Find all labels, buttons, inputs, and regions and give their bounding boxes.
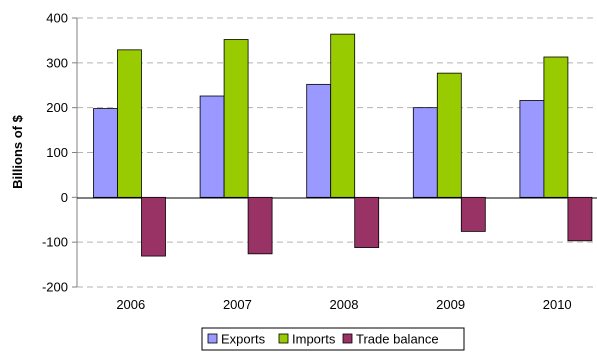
bar-exports-2009 — [412, 107, 438, 198]
x-tick-label: 2006 — [116, 297, 145, 312]
y-tick-label: 0 — [61, 190, 68, 205]
bar-trade-balance-2006 — [141, 196, 166, 257]
y-tick-label: 400 — [46, 11, 68, 26]
y-axis-title: Billions of $ — [10, 114, 25, 188]
legend-swatch-exports — [207, 333, 218, 344]
legend-label-exports: Exports — [221, 332, 266, 347]
bar-exports-2008 — [306, 83, 332, 198]
bar-trade-balance-2010 — [567, 196, 593, 242]
legend-label-imports: Imports — [292, 332, 336, 347]
x-tick-label: 2007 — [223, 297, 252, 312]
y-axis-ticks: 400 300 200 100 0 -100 -200 — [42, 11, 77, 295]
y-tick-label: 100 — [46, 145, 68, 160]
bar-imports-2006 — [117, 49, 142, 198]
bar-imports-2007 — [223, 39, 249, 198]
legend-swatch-trade-balance — [342, 333, 353, 344]
y-tick-label: 200 — [46, 100, 68, 115]
legend-swatch-imports — [278, 333, 289, 344]
bar-exports-2010 — [519, 100, 545, 198]
legend: Exports Imports Trade balance — [201, 327, 465, 351]
bars — [93, 33, 593, 257]
bar-trade-balance-2009 — [460, 196, 486, 232]
bar-imports-2008 — [330, 33, 356, 198]
y-tick-label: 300 — [46, 55, 68, 70]
y-tick-label: -100 — [42, 235, 68, 250]
x-tick-label: 2008 — [330, 297, 359, 312]
legend-box — [201, 327, 465, 351]
x-tick-label: 2010 — [543, 297, 572, 312]
x-tick-label: 2009 — [436, 297, 465, 312]
bar-exports-2006 — [93, 108, 118, 198]
bar-trade-balance-2008 — [354, 196, 380, 248]
y-tick-label: -200 — [42, 280, 68, 295]
bar-imports-2010 — [543, 56, 569, 198]
bar-trade-balance-2007 — [247, 196, 273, 255]
legend-label-trade-balance: Trade balance — [356, 332, 439, 347]
bar-exports-2007 — [199, 95, 225, 198]
x-axis-labels: 2006 2007 2008 2009 2010 — [116, 297, 571, 312]
bar-imports-2009 — [436, 72, 462, 198]
